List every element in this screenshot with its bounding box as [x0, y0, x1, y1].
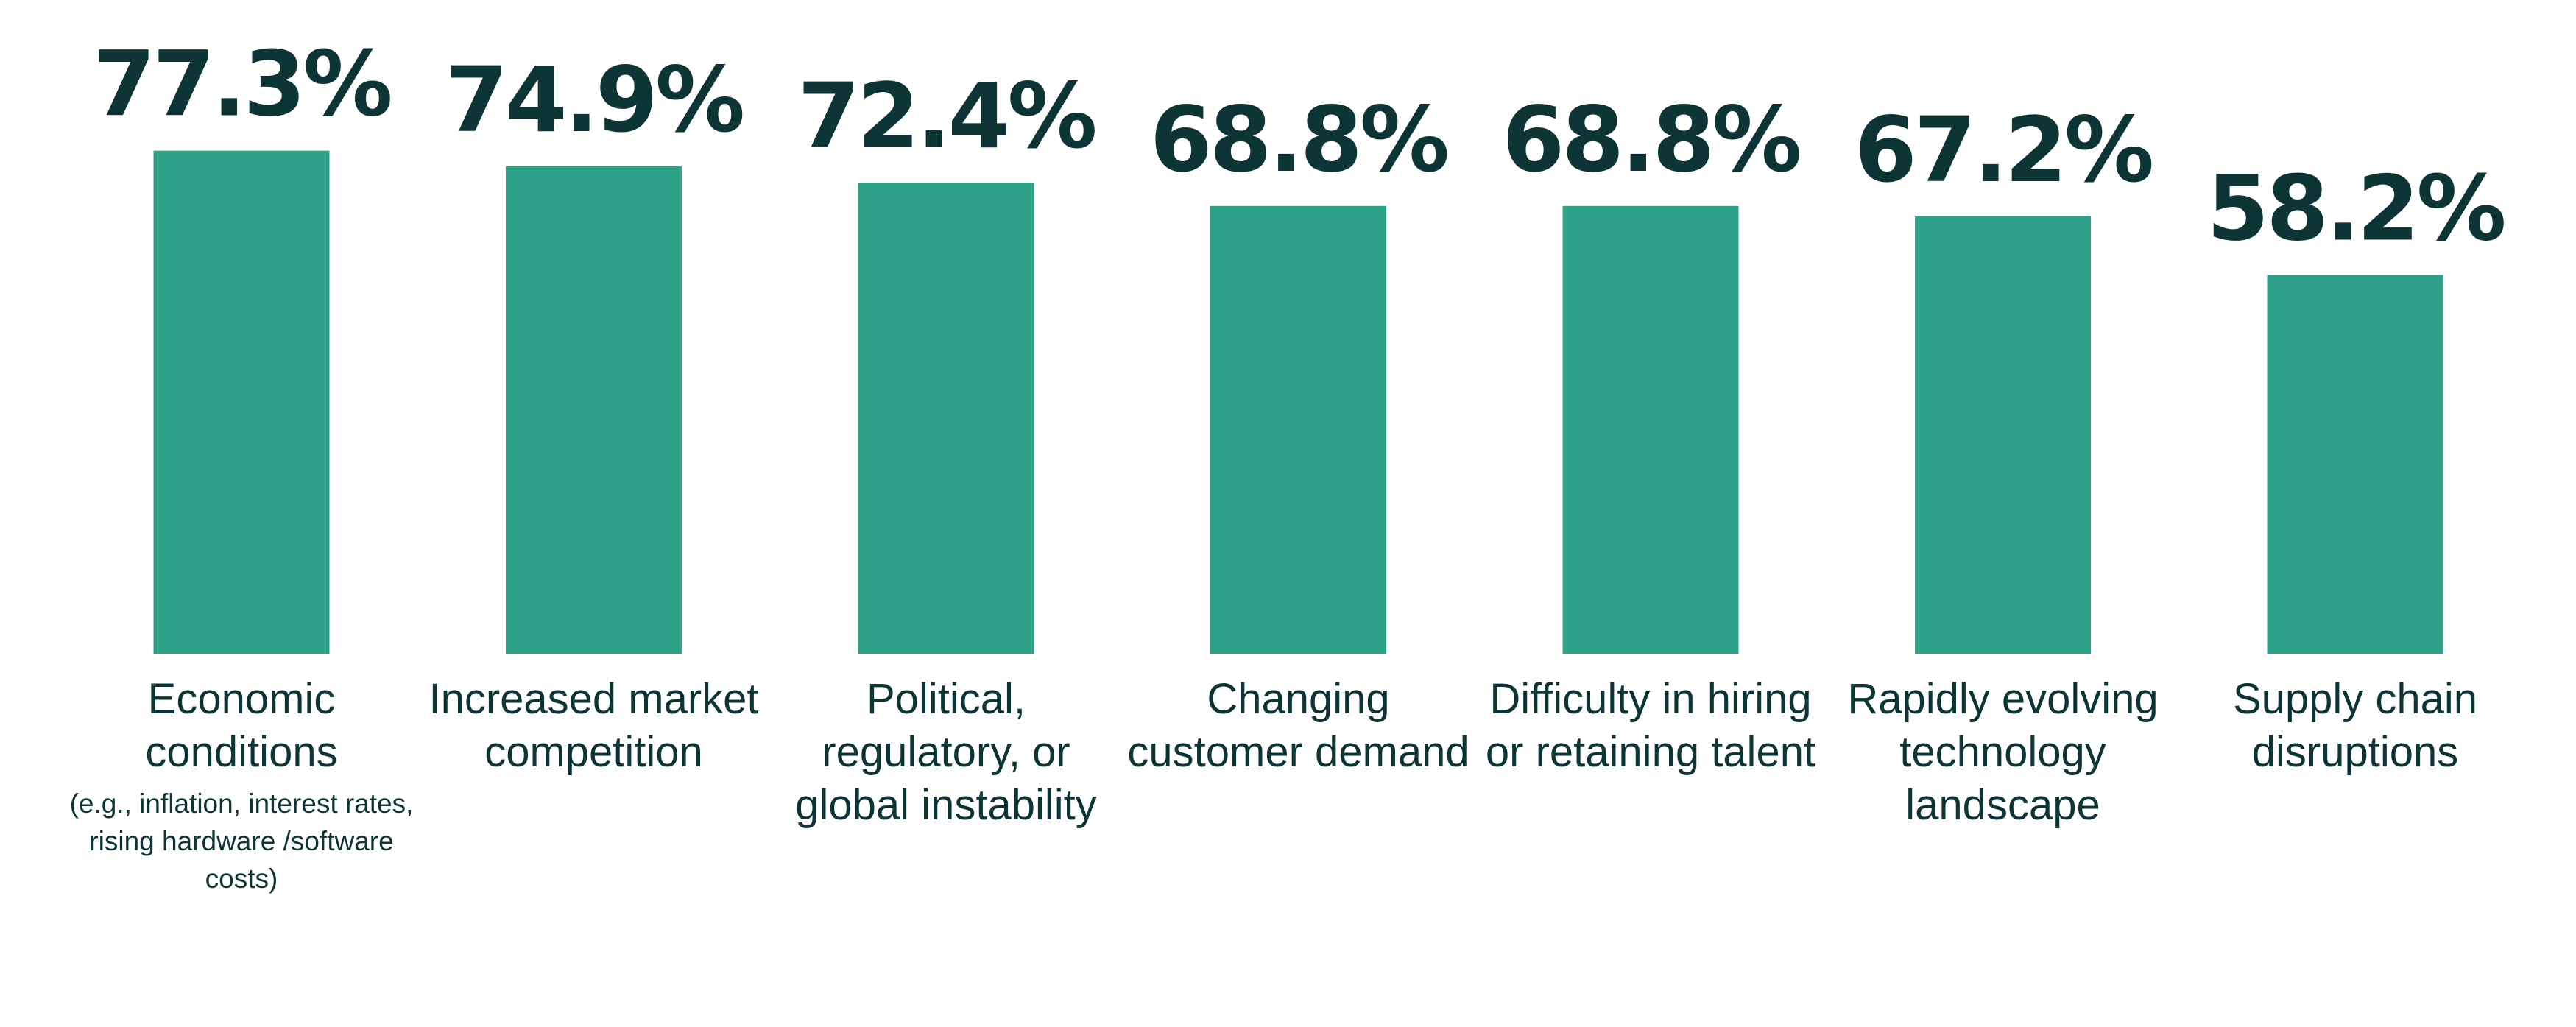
- value-label: 68.8%: [1502, 88, 1799, 192]
- category-name: Increased market competition: [428, 675, 759, 776]
- x-tick-label: Increased market competition: [419, 673, 769, 779]
- category-name: Rapidly evolving technology landscape: [1847, 675, 2159, 829]
- category-name: Political, regulatory, or global instabi…: [795, 675, 1097, 829]
- value-label: 74.9%: [445, 48, 743, 152]
- bar: [153, 150, 330, 654]
- value-label: 68.8%: [1150, 88, 1447, 192]
- category-name: Difficulty in hiring or retaining talent: [1485, 675, 1816, 776]
- bar: [1562, 205, 1739, 654]
- value-label: 67.2%: [1855, 98, 2152, 202]
- x-tick-label: Supply chain disruptions: [2180, 673, 2530, 779]
- x-tick-label: Rapidly evolving technology landscape: [1828, 673, 2178, 832]
- value-label: 72.4%: [797, 64, 1095, 169]
- bar: [1210, 205, 1386, 654]
- bar: [2267, 275, 2443, 654]
- category-name: Changing customer demand: [1127, 675, 1469, 776]
- bar: [1915, 216, 2091, 654]
- category-name: Economic conditions: [145, 675, 338, 776]
- x-tick-label: Economic conditions (e.g., inflation, int…: [66, 673, 417, 897]
- bar: [858, 182, 1034, 654]
- x-tick-label: Changing customer demand: [1123, 673, 1474, 779]
- x-tick-label: Political, regulatory, or global instabi…: [771, 673, 1121, 832]
- category-name: Supply chain disruptions: [2232, 675, 2478, 776]
- annotation: (e.g., inflation, interest rates, rising…: [69, 788, 414, 894]
- x-tick-label: Difficulty in hiring or retaining talent: [1475, 673, 1826, 779]
- value-label: 58.2%: [2206, 157, 2504, 261]
- value-label: 77.3%: [93, 32, 390, 137]
- bar: [506, 166, 682, 654]
